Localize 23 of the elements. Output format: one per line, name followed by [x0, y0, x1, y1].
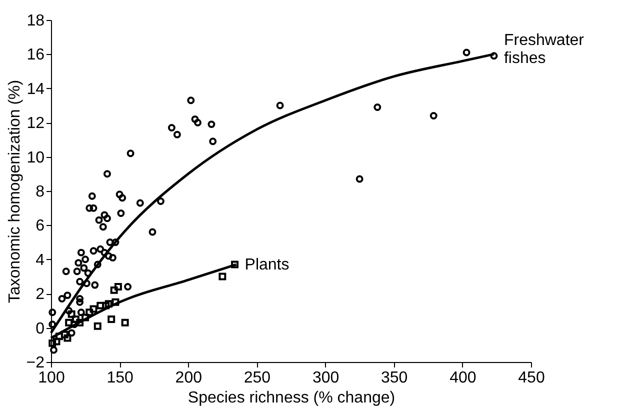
y-tick-label: 4 — [36, 252, 45, 269]
x-tick-label: 100 — [38, 370, 65, 386]
x-tick-label: 300 — [312, 370, 340, 386]
x-tick-label: 400 — [450, 370, 476, 386]
y-tick-label: 0 — [36, 320, 45, 338]
x-tick-label: 250 — [244, 370, 271, 386]
y-tick-label: 6 — [36, 218, 45, 235]
x-axis-title: Species richness (% change) — [188, 390, 396, 406]
series-label: Plants — [244, 256, 290, 274]
y-tick-label: 10 — [26, 149, 45, 166]
x-tick-label: 200 — [175, 370, 202, 386]
x-tick-label: 150 — [106, 370, 134, 386]
x-tick-label: 450 — [518, 370, 545, 386]
series-label: Freshwater fishes — [504, 32, 585, 67]
y-tick-label: 16 — [26, 46, 45, 64]
y-tick-label: −2 — [26, 354, 45, 372]
y-tick-label: 2 — [36, 286, 45, 304]
x-tick-label: 350 — [381, 370, 408, 386]
y-tick-label: 18 — [26, 12, 45, 30]
y-axis-title: Taxonomic homogenization (%) — [6, 80, 24, 304]
y-tick-label: 8 — [36, 184, 45, 200]
y-tick-label: 14 — [26, 80, 45, 98]
y-tick-label: 12 — [26, 115, 45, 132]
